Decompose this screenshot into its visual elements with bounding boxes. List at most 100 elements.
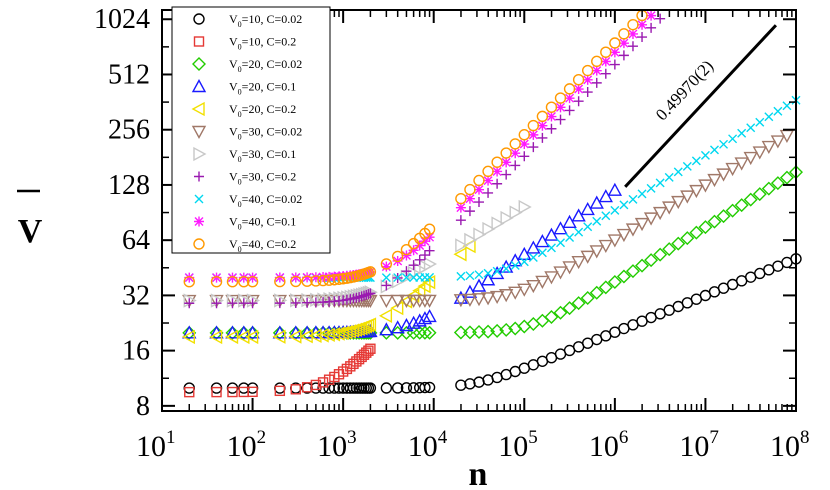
data-point <box>770 135 786 149</box>
data-point <box>646 183 656 193</box>
data-point <box>238 272 249 283</box>
data-point <box>689 184 704 199</box>
data-point <box>635 258 650 273</box>
data-point <box>589 195 604 209</box>
data-point <box>646 22 657 33</box>
data-point <box>317 377 329 388</box>
data-point <box>571 256 586 270</box>
data-point <box>491 156 503 168</box>
x-tick-label: 104 <box>408 427 448 463</box>
x-tick-label: 108 <box>770 427 810 463</box>
x-tick-label: 101 <box>136 427 176 463</box>
data-point <box>182 325 197 340</box>
data-point <box>616 228 632 243</box>
data-point <box>589 285 604 300</box>
data-point <box>455 238 469 253</box>
data-point <box>519 257 529 267</box>
data-point <box>546 111 557 122</box>
y-tick-label: 256 <box>108 115 150 146</box>
data-point <box>591 77 602 88</box>
data-point <box>483 175 494 186</box>
data-point <box>381 280 392 291</box>
data-point <box>361 289 372 300</box>
data-point <box>627 41 638 52</box>
data-point <box>607 234 623 248</box>
data-point <box>492 178 503 189</box>
data-point <box>379 294 394 308</box>
legend-marker <box>194 171 204 182</box>
data-point <box>573 96 584 107</box>
data-point <box>464 183 476 196</box>
data-point <box>365 288 376 299</box>
data-point <box>290 275 302 288</box>
legend-item: V0=30, C=0.1 <box>193 146 296 164</box>
legend-item: V0=10, C=0.2 <box>193 35 296 52</box>
data-point <box>465 271 475 281</box>
data-point <box>337 366 349 377</box>
data-point <box>637 19 648 30</box>
data-point <box>544 227 559 241</box>
data-point <box>310 275 322 287</box>
data-point <box>408 245 419 256</box>
data-point <box>500 147 512 159</box>
data-point <box>582 74 593 85</box>
data-point <box>483 268 493 278</box>
data-point <box>598 280 613 295</box>
data-point <box>236 329 250 345</box>
data-point <box>419 381 431 394</box>
data-point <box>417 311 433 325</box>
data-point <box>315 328 329 343</box>
data-point <box>725 162 740 177</box>
data-point <box>310 379 322 391</box>
data-point <box>455 215 466 226</box>
data-point <box>299 325 315 339</box>
data-point <box>272 294 288 309</box>
legend-marker <box>193 146 207 162</box>
legend-marker <box>191 125 207 139</box>
data-point <box>422 274 436 290</box>
data-point <box>453 294 469 308</box>
data-point <box>571 208 586 222</box>
data-point <box>422 308 437 323</box>
data-point <box>422 294 437 308</box>
data-point <box>381 273 391 283</box>
data-point <box>390 300 404 316</box>
y-tick-label: 64 <box>122 225 150 256</box>
data-point <box>607 275 622 289</box>
data-point <box>580 250 595 264</box>
legend-marker <box>193 36 205 47</box>
data-point <box>725 203 740 218</box>
data-point <box>734 157 749 171</box>
data-point <box>391 250 404 263</box>
legend-marker <box>194 216 204 227</box>
data-point <box>644 253 659 268</box>
legend-label: V0=30, C=0.02 <box>229 125 302 142</box>
legend-marker <box>192 57 206 71</box>
data-point <box>182 294 197 309</box>
data-point <box>671 195 686 210</box>
series-8 <box>184 13 666 309</box>
data-point <box>562 301 577 316</box>
data-point <box>419 236 430 247</box>
data-point <box>526 279 541 294</box>
data-point <box>489 265 505 280</box>
data-point <box>652 206 668 221</box>
data-point <box>359 290 370 301</box>
data-point <box>464 193 475 204</box>
data-point <box>184 272 195 283</box>
data-point <box>301 275 313 287</box>
data-point <box>556 238 566 248</box>
legend-item: V0=20, C=0.2 <box>191 101 296 119</box>
legend-label: V0=30, C=0.1 <box>229 147 296 164</box>
data-point <box>290 272 301 283</box>
data-point <box>773 106 783 116</box>
data-point <box>364 382 377 394</box>
axis-ticks: 8 16 32 64 128 256 512 1024 101 102 103 104 105 106 10… <box>94 4 810 463</box>
data-point <box>600 46 612 58</box>
y-tick-label: 1024 <box>94 4 150 35</box>
y-tick-label: 32 <box>122 280 150 311</box>
data-point <box>600 68 611 79</box>
data-point <box>491 216 505 231</box>
data-point <box>662 242 677 257</box>
data-point <box>646 10 657 21</box>
